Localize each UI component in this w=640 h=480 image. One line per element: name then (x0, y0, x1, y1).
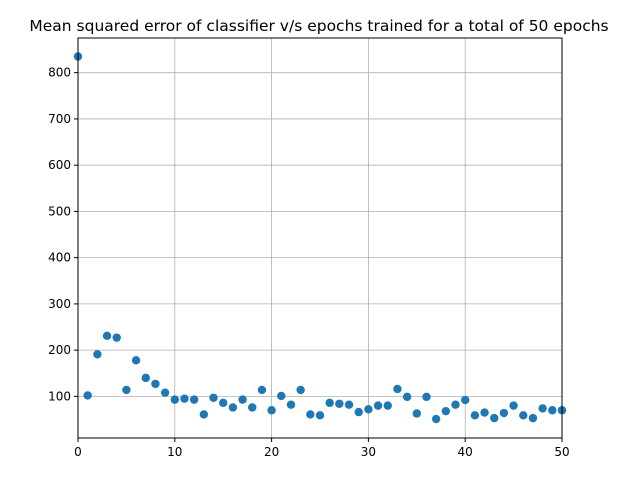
grid-lines (77, 38, 563, 438)
y-tick-label: 600 (48, 158, 71, 172)
data-point (490, 413, 499, 423)
data-points (73, 52, 567, 424)
x-tick-label: 0 (74, 445, 82, 459)
data-point (393, 384, 402, 394)
y-tick-label: 400 (48, 251, 71, 265)
data-point (431, 414, 441, 424)
data-point (461, 395, 470, 405)
data-point (519, 411, 528, 420)
data-point (364, 405, 373, 414)
data-point (122, 385, 131, 395)
data-point (402, 392, 412, 402)
data-point (228, 403, 238, 412)
data-point (160, 388, 170, 397)
data-point (277, 391, 286, 401)
y-tick-label: 700 (48, 112, 71, 126)
data-point (112, 333, 121, 342)
data-point (257, 385, 267, 395)
y-tick-label: 500 (48, 204, 71, 218)
data-point (499, 408, 509, 418)
data-point (286, 400, 296, 409)
y-tick-label: 100 (48, 389, 71, 403)
data-point (238, 395, 247, 404)
data-point (248, 403, 257, 412)
data-point (141, 373, 150, 383)
data-point (451, 400, 460, 409)
x-tick-label: 40 (458, 445, 473, 459)
chart-title: Mean squared error of classifier v/s epo… (29, 17, 608, 35)
data-point (441, 406, 451, 416)
plot-frame (77, 37, 563, 439)
y-tick-label: 800 (48, 66, 71, 80)
data-point (151, 379, 160, 389)
data-point (170, 395, 179, 404)
data-point (412, 409, 421, 418)
data-point (325, 398, 334, 408)
data-point (538, 404, 547, 413)
y-tick-label: 300 (48, 297, 71, 311)
data-point (296, 385, 305, 395)
data-point (306, 410, 315, 419)
x-tick-label: 30 (361, 445, 376, 459)
data-point (315, 411, 325, 420)
data-point (199, 410, 209, 419)
x-tick-label: 50 (554, 445, 569, 459)
data-point (335, 399, 344, 408)
data-point (383, 401, 392, 410)
data-point (180, 394, 189, 403)
data-point (93, 350, 102, 359)
y-tick-label: 200 (48, 343, 71, 357)
x-tick-label: 20 (264, 445, 279, 459)
axis-ticks: 0 10 20 30 40 50 100 200 300 400 500 600 700 800 (48, 66, 570, 459)
data-point (219, 398, 228, 408)
data-point (267, 406, 276, 415)
data-point (102, 331, 112, 341)
data-point (422, 392, 431, 402)
data-point (509, 401, 518, 410)
data-point (373, 401, 383, 410)
data-point (131, 356, 141, 365)
data-point (470, 411, 480, 420)
data-point (354, 407, 363, 417)
data-point (480, 408, 489, 417)
x-tick-label: 10 (167, 445, 182, 459)
data-point (344, 400, 354, 409)
data-point (83, 391, 92, 400)
data-point (209, 393, 218, 402)
data-point (528, 413, 538, 423)
data-point (189, 395, 199, 404)
data-point (548, 406, 557, 415)
